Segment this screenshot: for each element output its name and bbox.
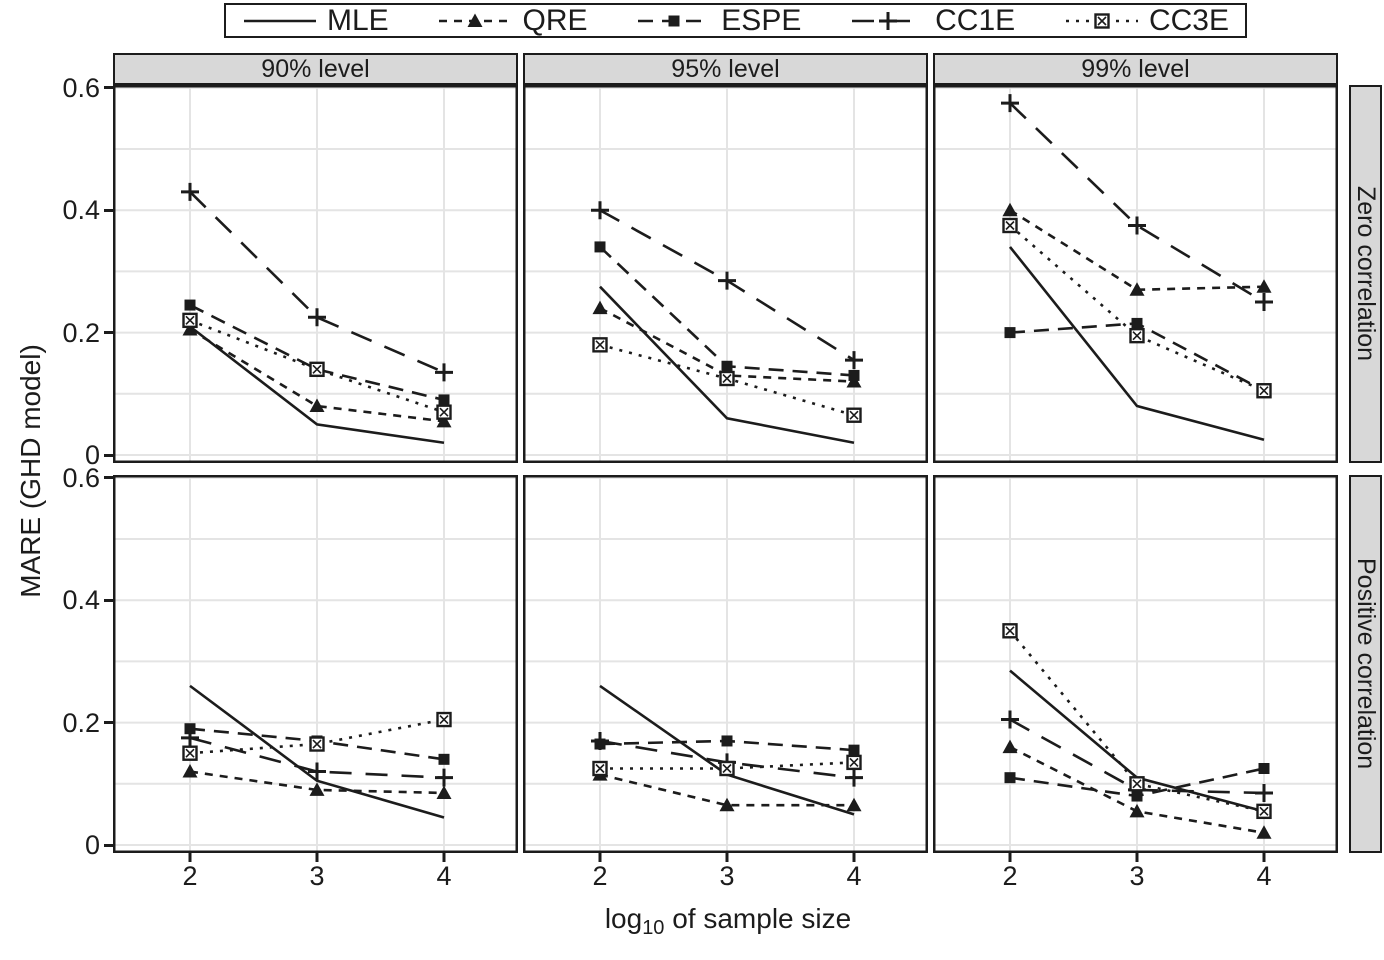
y-tick-mark <box>104 453 113 457</box>
facet-strip-95-level: 95% level <box>523 53 928 85</box>
legend-item-espe: ESPE <box>636 3 802 37</box>
facet-strip-positive-correlation-label: Positive correlation <box>1352 558 1380 770</box>
panel-positive-99 <box>933 475 1338 853</box>
x-tick-mark <box>1135 853 1139 862</box>
series-line-cc3e <box>600 761 855 770</box>
y-tick-mark <box>104 598 113 602</box>
chart-legend: MLE QRE ESPE CC1E CC3E <box>224 3 1247 38</box>
x-tick-label: 2 <box>592 861 608 891</box>
y-tick-label: 0.4 <box>62 585 100 616</box>
legend-item-cc3e: CC3E <box>1064 3 1229 37</box>
y-tick-mark <box>104 208 113 212</box>
y-tick-mark <box>104 721 113 725</box>
facet-strip-zero-correlation: Zero correlation <box>1349 85 1382 463</box>
x-tick-label: 4 <box>1256 861 1272 891</box>
series-line-mle <box>189 325 445 445</box>
x-axis-title-subscript: 10 <box>642 917 665 939</box>
y-tick-label: 0.2 <box>62 317 100 348</box>
series-line-mle <box>1008 246 1265 441</box>
legend-label-espe: ESPE <box>721 3 802 37</box>
y-tick-mark <box>104 476 113 480</box>
panel-zero-90 <box>113 85 518 463</box>
y-axis-title: MARE (GHD model) <box>15 344 46 598</box>
facet-strip-99-label: 99% level <box>1081 54 1190 83</box>
y-tick-label: 0.6 <box>62 72 100 103</box>
panel-positive-90 <box>113 475 518 853</box>
x-tick-label: 3 <box>1129 861 1145 891</box>
y-tick-mark <box>104 843 113 847</box>
y-tick-label: 0.2 <box>62 707 100 738</box>
x-tick-mark <box>315 853 319 862</box>
legend-label-qre: QRE <box>522 3 588 37</box>
series-line-qre <box>599 773 854 807</box>
x-tick-mark <box>1008 853 1012 862</box>
espe-line-sample-icon <box>638 15 711 26</box>
x-tick-mark <box>442 853 446 862</box>
y-tick-mark <box>104 331 113 335</box>
facet-strip-99-level: 99% level <box>933 53 1338 85</box>
facet-strip-90-label: 90% level <box>261 54 370 83</box>
series-line-qre <box>189 770 445 795</box>
series-line-qre <box>189 328 445 423</box>
x-tick-mark <box>188 853 192 862</box>
x-tick-label: 4 <box>846 861 862 891</box>
y-tick-label: 0 <box>84 830 100 860</box>
series-line-cc1e <box>189 190 445 374</box>
y-tick-label: 0.4 <box>62 195 100 226</box>
x-tick-mark <box>725 853 729 862</box>
legend-label-cc1e: CC1E <box>935 3 1016 37</box>
panel-zero-95 <box>523 85 928 463</box>
legend-item-qre: QRE <box>437 3 588 37</box>
x-tick-mark <box>598 853 602 862</box>
x-tick-label: 2 <box>1002 861 1018 891</box>
facet-strip-positive-correlation: Positive correlation <box>1349 475 1382 853</box>
x-tick-label: 2 <box>182 861 198 891</box>
series-line-qre <box>599 306 855 383</box>
legend-item-mle: MLE <box>242 3 389 37</box>
legend-label-cc3e: CC3E <box>1148 3 1229 37</box>
facet-strip-zero-correlation-label: Zero correlation <box>1352 186 1380 362</box>
x-tick-label: 3 <box>309 861 325 891</box>
series-line-cc3e <box>1009 224 1265 392</box>
x-axis-title: log10 of sample size <box>604 903 852 939</box>
cc3e-line-sample-icon <box>1065 12 1138 29</box>
x-tick-mark <box>852 853 856 862</box>
facet-strip-95-label: 95% level <box>671 54 780 83</box>
series-line-mle <box>189 684 445 819</box>
cc1e-line-sample-icon <box>852 11 925 30</box>
x-tick-mark <box>1262 853 1266 862</box>
panel-positive-95 <box>523 475 928 853</box>
legend-item-cc1e: CC1E <box>850 3 1016 37</box>
panel-zero-99 <box>933 85 1338 463</box>
y-tick-mark <box>104 86 113 90</box>
facet-strip-90-level: 90% level <box>113 53 518 85</box>
series-line-cc3e <box>189 718 445 755</box>
mle-line-sample-icon <box>244 19 316 22</box>
x-tick-label: 3 <box>719 861 735 891</box>
y-tick-label: 0 <box>84 440 100 470</box>
series-line-qre <box>1009 209 1265 292</box>
series-line-espe <box>189 303 445 402</box>
y-tick-label: 0.6 <box>62 462 100 493</box>
x-tick-label: 4 <box>436 861 452 891</box>
qre-line-sample-icon <box>439 13 512 27</box>
legend-label-mle: MLE <box>327 3 389 37</box>
